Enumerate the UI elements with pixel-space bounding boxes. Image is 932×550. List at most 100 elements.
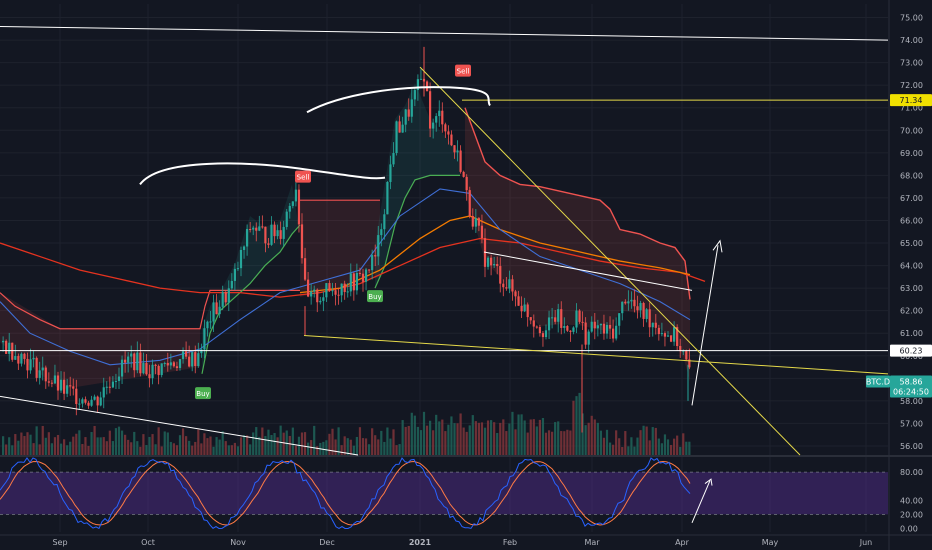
volume-bar xyxy=(459,413,462,455)
volume-bar xyxy=(117,426,121,455)
volume-bar xyxy=(188,440,191,455)
volume-bar xyxy=(593,419,596,455)
candle-body xyxy=(608,324,612,329)
candle-body xyxy=(325,283,328,298)
volume-bar xyxy=(551,431,554,455)
volume-bar xyxy=(648,440,651,455)
candle-body xyxy=(474,218,477,227)
candle-body xyxy=(133,353,136,371)
candle-body xyxy=(563,325,566,328)
volume-bar xyxy=(471,415,474,455)
countdown-badge: 06:24:50 xyxy=(893,387,929,396)
price-tick-label: 67.00 xyxy=(900,194,923,203)
volume-bar xyxy=(569,430,572,455)
time-scale[interactable]: Sep Oct Nov Dec 2021 Feb Mar Apr May Jun xyxy=(0,534,932,547)
volume-bar xyxy=(676,435,679,455)
candle-body xyxy=(349,273,352,292)
time-tick-label: May xyxy=(762,538,779,547)
candle-body xyxy=(66,385,69,394)
volume-bar xyxy=(490,420,493,455)
volume-bar xyxy=(474,421,477,455)
candle-body xyxy=(328,283,331,291)
volume-bar xyxy=(35,426,38,455)
volume-bar xyxy=(587,422,590,455)
candle-body xyxy=(551,317,554,319)
volume-bar xyxy=(654,427,657,455)
price-tick-label: 66.00 xyxy=(900,216,923,225)
volume-bar xyxy=(633,446,636,455)
stoch-tick-label: 0.00 xyxy=(900,524,918,533)
candle-body xyxy=(612,328,615,339)
volume-bar xyxy=(78,430,81,455)
candle-body xyxy=(47,381,50,383)
volume-bar xyxy=(282,432,285,455)
candle-body xyxy=(197,353,200,367)
candle-body xyxy=(685,350,688,360)
candle-body xyxy=(322,297,325,301)
candle-body xyxy=(5,340,8,354)
candle-body xyxy=(81,399,84,404)
volume-bar xyxy=(496,432,499,455)
candle-body xyxy=(465,176,468,191)
volume-bar xyxy=(608,442,612,455)
volume-bar xyxy=(276,437,279,455)
candle-body xyxy=(605,324,609,334)
volume-bar xyxy=(273,433,276,455)
volume-bar xyxy=(499,422,502,455)
time-tick-label: Apr xyxy=(675,538,690,547)
volume-bar xyxy=(602,437,606,455)
volume-bar xyxy=(291,427,294,455)
candle-body xyxy=(361,273,365,282)
volume-bar xyxy=(621,446,624,455)
volume-bar xyxy=(41,425,44,455)
volume-bar xyxy=(218,439,221,455)
price-scale[interactable]: 75.00 74.00 73.00 72.00 71.00 70.00 69.00 68.00… xyxy=(888,0,923,550)
volume-bar xyxy=(75,433,78,455)
volume-bar xyxy=(108,430,111,455)
candle-body xyxy=(471,215,474,227)
candle-body xyxy=(395,121,398,154)
volume-bar xyxy=(233,442,236,455)
stoch-k-line xyxy=(0,457,691,530)
volume-bar xyxy=(663,434,667,455)
volume-bar xyxy=(163,431,166,455)
candle-body xyxy=(508,279,511,289)
volume-bar xyxy=(294,445,297,455)
volume-bar xyxy=(349,439,352,455)
volume-bar xyxy=(151,434,154,455)
candle-body xyxy=(535,326,538,328)
candle-body xyxy=(267,243,270,245)
volume-bar xyxy=(44,437,47,455)
candle-body xyxy=(145,363,148,375)
volume-bar xyxy=(124,434,127,455)
time-tick-label: Oct xyxy=(141,538,155,547)
volume-bar xyxy=(215,437,218,455)
volume-bar xyxy=(47,432,50,455)
volume-bar xyxy=(322,441,325,455)
candle-body xyxy=(84,399,87,403)
candle-body xyxy=(242,246,246,250)
candle-body xyxy=(32,357,35,360)
candle-body xyxy=(666,335,670,337)
sell-label: Sell xyxy=(457,68,470,76)
volume-bar xyxy=(618,438,621,455)
volume-bar xyxy=(26,432,29,455)
candle-body xyxy=(618,313,621,326)
volume-bar xyxy=(685,441,688,455)
candle-body xyxy=(636,306,639,311)
candle-body xyxy=(63,379,66,394)
trendline-drawings xyxy=(0,26,889,456)
candle-body xyxy=(523,304,526,312)
price-tick-label: 58.00 xyxy=(900,397,923,406)
volume-bar xyxy=(340,445,343,455)
volume-bar xyxy=(612,444,615,455)
volume-bar xyxy=(313,425,316,455)
volume-bar xyxy=(90,432,93,455)
level-badge-60-box xyxy=(890,344,932,357)
volume-bar xyxy=(407,425,410,455)
candle-body xyxy=(346,291,349,293)
volume-bar xyxy=(575,396,578,455)
